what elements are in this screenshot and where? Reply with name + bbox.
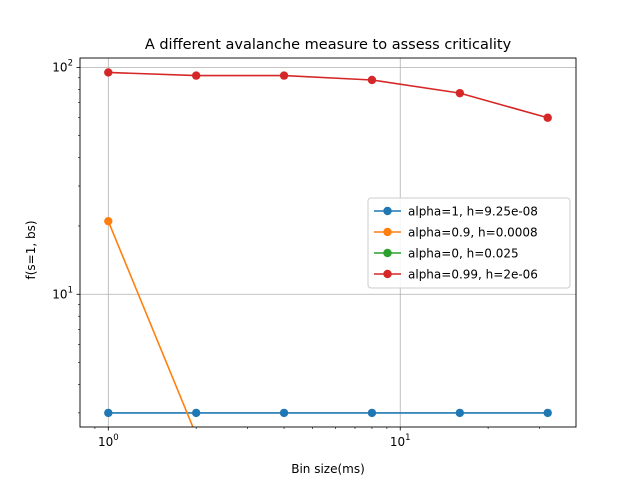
- series-line: [108, 71, 548, 119]
- legend-label: alpha=1, h=9.25e-08: [408, 205, 538, 219]
- data-point: [367, 408, 377, 418]
- data-point: [455, 408, 465, 418]
- data-point: [191, 71, 201, 80]
- grid: [80, 58, 576, 427]
- y-axis-label: f(s=1, bs): [24, 220, 38, 279]
- legend-marker: [383, 248, 392, 258]
- data-point: [191, 408, 201, 418]
- axis-ticks: 100 101 101 102: [52, 58, 540, 449]
- data-point: [104, 408, 113, 418]
- legend-marker: [383, 269, 392, 279]
- data-point: [279, 71, 289, 80]
- series-alpha=0.9, h=0.0008: [104, 216, 194, 427]
- legend-marker: [383, 227, 392, 237]
- chart-title: A different avalanche measure to assess …: [145, 37, 512, 53]
- series-line: [107, 220, 194, 427]
- x-tick-label: 100: [98, 433, 119, 449]
- axes-frame: [79, 57, 577, 428]
- series-alpha=1, h=9.25e-08: [104, 408, 552, 418]
- plot-series: [104, 68, 552, 427]
- x-tick-label: 101: [390, 433, 411, 449]
- legend: alpha=1, h=9.25e-08 alpha=0.9, h=0.0008 al…: [367, 197, 571, 289]
- data-point: [543, 408, 552, 418]
- series-alpha=0.99, h=2e-06: [104, 68, 552, 122]
- data-point: [543, 113, 552, 122]
- legend-marker: [383, 206, 392, 216]
- legend-box: [367, 197, 571, 289]
- x-axis-label: Bin size(ms): [291, 462, 365, 476]
- legend-label: alpha=0, h=0.025: [408, 247, 519, 261]
- legend-label: alpha=0.99, h=2e-06: [408, 268, 538, 282]
- y-tick-label: 102: [52, 58, 73, 74]
- data-point: [104, 68, 113, 77]
- legend-label: alpha=0.9, h=0.0008: [408, 226, 538, 240]
- data-point: [279, 408, 289, 418]
- y-tick-label: 101: [52, 285, 73, 301]
- data-point: [104, 216, 113, 226]
- data-point: [367, 75, 377, 85]
- data-point: [455, 88, 465, 98]
